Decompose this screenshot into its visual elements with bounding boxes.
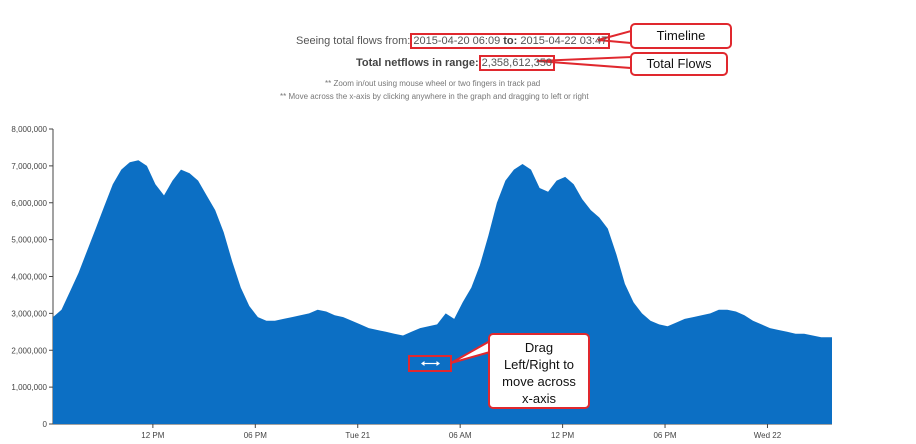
timeline-range-box: 2015-04-20 06:09 to: 2015-04-22 03:47 bbox=[410, 33, 611, 49]
to-date: 2015-04-22 03:47 bbox=[520, 35, 608, 47]
drag-callout-line: x-axis bbox=[522, 391, 556, 406]
total-flows-callout: Total Flows bbox=[630, 52, 728, 76]
x-tick-label: Tue 21 bbox=[345, 431, 370, 440]
drag-indicator-box bbox=[408, 355, 452, 372]
x-axis: 12 PM 06 PM Tue 21 06 AM 12 PM 06 PM Wed 22 bbox=[53, 423, 832, 440]
drag-callout-line: Drag bbox=[524, 340, 554, 355]
y-tick-label: 3,000,000 bbox=[11, 309, 47, 318]
timeline-line: Seeing total flows from: 2015-04-20 06:09… bbox=[296, 33, 611, 49]
y-tick-label: 4,000,000 bbox=[11, 273, 47, 282]
x-tick-label: 12 PM bbox=[141, 431, 164, 440]
drag-callout-line: Left/Right to bbox=[503, 357, 575, 372]
drag-callout: Drag Left/Right to move across x-axis bbox=[488, 333, 590, 409]
y-tick-label: 8,000,000 bbox=[11, 125, 47, 134]
total-flows-line: Total netflows in range: 2,358,612,350 bbox=[356, 55, 555, 71]
flows-area-series[interactable] bbox=[53, 160, 832, 425]
y-tick-label: 5,000,000 bbox=[11, 236, 47, 245]
y-tick-label: 6,000,000 bbox=[11, 199, 47, 208]
drag-hint: ** Move across the x-axis by clicking an… bbox=[280, 92, 589, 101]
timeline-callout: Timeline bbox=[630, 23, 732, 49]
y-tick-label: 2,000,000 bbox=[11, 346, 47, 355]
chart-header: Seeing total flows from: 2015-04-20 06:09… bbox=[0, 0, 916, 110]
y-tick-label: 7,000,000 bbox=[11, 162, 47, 171]
x-tick-label: Wed 22 bbox=[754, 431, 782, 440]
y-axis: 0 1,000,000 2,000,000 3,000,000 4,000,000 5,0… bbox=[11, 125, 54, 429]
horizontal-resize-icon bbox=[421, 361, 440, 366]
total-label: Total netflows in range: bbox=[356, 57, 479, 69]
x-tick-label: 06 AM bbox=[449, 431, 472, 440]
y-tick-label: 0 bbox=[43, 420, 48, 429]
drag-callout-line: move across bbox=[502, 374, 576, 389]
y-tick-label: 1,000,000 bbox=[11, 383, 47, 392]
x-tick-label: 06 PM bbox=[653, 431, 676, 440]
to-label: to: bbox=[503, 35, 518, 47]
total-value: 2,358,612,350 bbox=[478, 55, 555, 71]
zoom-hint: ** Zoom in/out using mouse wheel or two … bbox=[325, 79, 541, 88]
x-tick-label: 12 PM bbox=[551, 431, 574, 440]
from-date: 2015-04-20 06:09 bbox=[413, 35, 501, 47]
timeline-prefix: Seeing total flows from: bbox=[296, 35, 411, 47]
x-tick-label: 06 PM bbox=[244, 431, 267, 440]
